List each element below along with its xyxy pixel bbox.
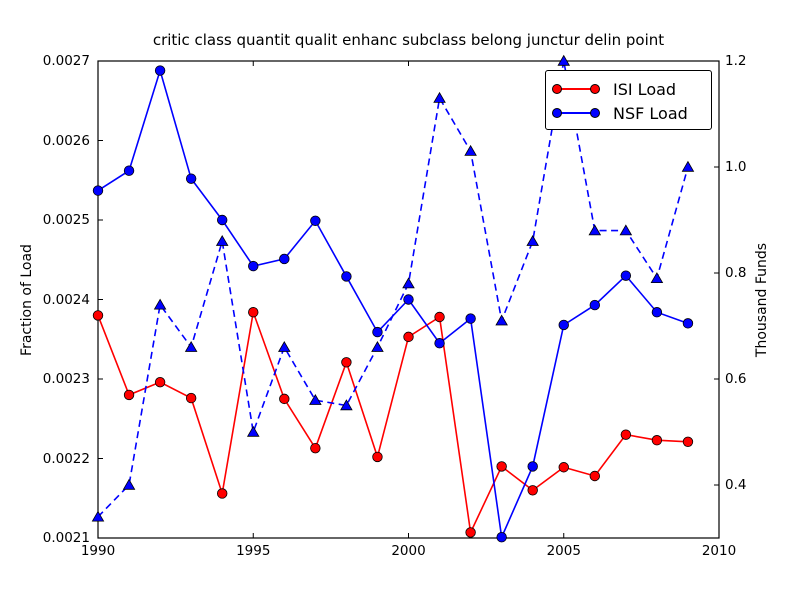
tick-label: 1990 (80, 543, 116, 559)
tick-label: 0.0024 (42, 291, 90, 308)
tick-label: 0.8 (725, 265, 747, 281)
legend: ISI Load NSF Load (545, 70, 712, 130)
tick-label: 0.0022 (42, 450, 90, 467)
legend-circle-icon (590, 84, 600, 94)
legend-line-marker-nsf (552, 108, 600, 118)
tick-label: 1995 (236, 543, 271, 559)
tick-label: 0.0023 (42, 371, 90, 387)
tick-label: 0.6 (725, 371, 747, 387)
legend-label-nsf: NSF Load (613, 103, 688, 123)
legend-item-nsf-load: NSF Load (552, 101, 711, 125)
tick-label: 0.4 (725, 477, 747, 493)
tick-label: 1.2 (725, 53, 747, 69)
legend-circle-icon (590, 108, 600, 118)
tick-label: 0.0021 (42, 530, 90, 546)
tick-label: 0.0025 (42, 212, 90, 228)
tick-label: 2005 (546, 543, 581, 559)
tick-label: 0.0026 (42, 132, 90, 149)
legend-circle-icon (552, 84, 562, 94)
tick-label: 2000 (391, 543, 426, 559)
chart-title: critic class quantit qualit enhanc subcl… (152, 31, 665, 49)
legend-line-marker-isi (552, 84, 600, 94)
tick-label: 1.0 (725, 159, 747, 175)
legend-circle-icon (552, 108, 562, 118)
y-axis-label-right: Thousand Funds (754, 242, 770, 358)
tick-label: 2010 (701, 543, 737, 559)
legend-item-isi-load: ISI Load (552, 77, 711, 101)
legend-label-isi: ISI Load (613, 79, 677, 99)
tick-label: 0.0027 (42, 53, 90, 69)
